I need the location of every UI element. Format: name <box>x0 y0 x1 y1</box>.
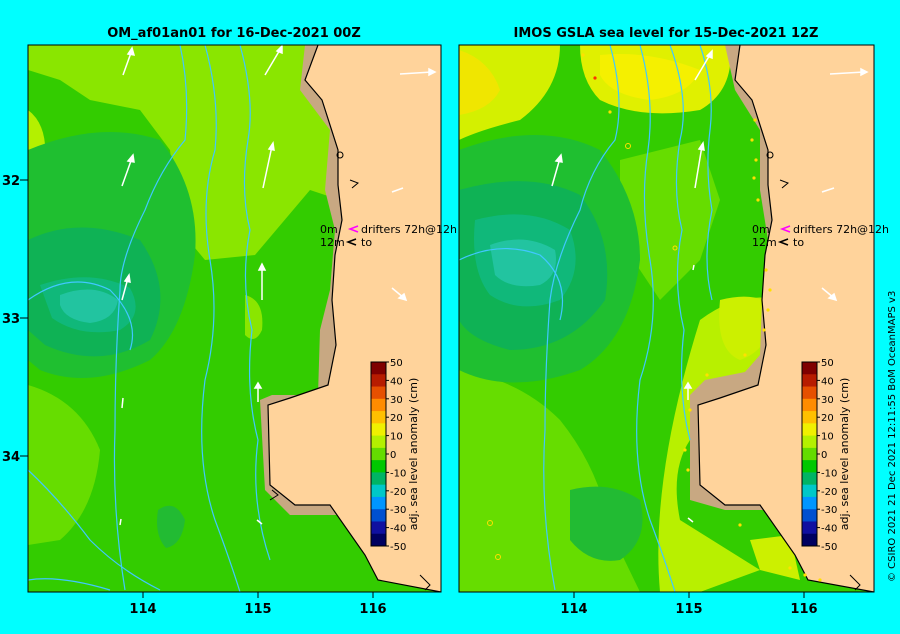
left-drifter-legend: 0m drifters 72h@12h 12m to <box>320 223 457 249</box>
colorbar-tick-label: -30 <box>390 505 406 516</box>
colorbar-tick-label: -50 <box>390 542 406 553</box>
colorbar-tick-label: -10 <box>390 468 406 479</box>
legend-arrow-icon <box>347 225 359 233</box>
colorbar-tick-label: 50 <box>821 358 834 369</box>
lon-tick-label: 115 <box>675 602 702 617</box>
colorbar-tick-label: 0 <box>821 450 827 461</box>
colorbar-tick-label: -20 <box>821 487 837 498</box>
legend-to-label: to <box>793 236 804 249</box>
right-lon-axis: 114 115 116 <box>560 592 818 617</box>
colorbar-swatch <box>371 374 386 388</box>
colorbar-swatch <box>371 362 386 375</box>
colorbar-swatch <box>371 411 386 424</box>
left-lon-axis: 114 115 116 <box>129 592 387 617</box>
lon-tick-label: 115 <box>244 602 271 617</box>
colorbar-swatch <box>371 460 386 473</box>
colorbar-tick-label: -50 <box>821 542 837 553</box>
panel-left: OM_af01an01 for 16-Dec-2021 00Z 32 33 34… <box>2 26 457 617</box>
colorbar-swatch <box>802 472 817 486</box>
colorbar-tick-label: 40 <box>390 376 403 387</box>
colorbar-swatch <box>802 411 817 424</box>
colorbar-swatch <box>371 423 386 437</box>
colorbar-label: adj. sea level anomaly (cm) <box>407 378 420 530</box>
colorbar-swatch <box>802 521 817 535</box>
panel-right: IMOS GSLA sea level for 15-Dec-2021 12Z … <box>391 26 889 617</box>
colorbar-swatch <box>371 386 386 400</box>
colorbar-swatch <box>802 447 817 461</box>
lat-tick-label: 32 <box>2 174 20 189</box>
colorbar-swatch <box>371 521 386 535</box>
colorbar-tick-label: 30 <box>390 395 403 406</box>
colorbar-swatch <box>802 460 817 473</box>
colorbar-tick-label: -10 <box>821 468 837 479</box>
colorbar-tick-label: 10 <box>821 432 834 443</box>
colorbar-swatch <box>371 533 386 547</box>
right-frame <box>458 44 875 593</box>
colorbar-swatch <box>802 484 817 498</box>
legend-depth-label: 0m <box>320 223 338 236</box>
colorbar-tick-label: -40 <box>821 524 837 535</box>
colorbar-tick-label: 0 <box>390 450 396 461</box>
colorbar-swatch <box>802 362 817 375</box>
colorbar-swatch <box>802 386 817 400</box>
colorbar-swatch <box>371 472 386 486</box>
lon-tick-label: 116 <box>359 602 386 617</box>
colorbar-swatch <box>371 509 386 522</box>
colorbar-swatch <box>802 533 817 547</box>
right-drifter-legend: 0m drifters 72h@12h 12m to <box>752 223 889 249</box>
colorbar-tick-label: 10 <box>390 432 403 443</box>
colorbar-swatch <box>371 435 386 449</box>
left-lat-axis: 32 33 34 <box>2 174 28 465</box>
lat-tick-label: 34 <box>2 450 20 465</box>
colorbar-swatch <box>802 435 817 449</box>
right-drifter-dots <box>581 53 822 582</box>
colorbar-swatch <box>802 374 817 388</box>
legend-depth-label: 0m <box>752 223 770 236</box>
colorbar-swatch <box>371 496 386 510</box>
colorbar-tick-label: -20 <box>390 487 406 498</box>
lon-tick-label: 114 <box>129 602 156 617</box>
colorbar-tick-label: 20 <box>821 413 834 424</box>
colorbar-swatch <box>371 398 386 412</box>
right-current-arrows <box>391 49 869 523</box>
colorbar-tick-label: 30 <box>821 395 834 406</box>
colorbar-swatch <box>371 484 386 498</box>
right-panel-title: IMOS GSLA sea level for 15-Dec-2021 12Z <box>514 26 819 41</box>
left-colorbar: 50 40 30 20 10 0 -10 -20 -30 -40 -50 adj. sea level… <box>370 358 420 553</box>
legend-arrow-icon <box>779 225 791 233</box>
legend-drifters-label: drifters 72h@12h <box>793 223 889 236</box>
lon-tick-label: 114 <box>560 602 587 617</box>
legend-arrow-icon <box>345 238 357 246</box>
colorbar-tick-label: -40 <box>390 524 406 535</box>
colorbar-tick-label: 40 <box>821 376 834 387</box>
colorbar-swatch <box>802 509 817 522</box>
credit-text: © CSIRO 2021 21 Dec 2021 12:11:55 BoM Oc… <box>887 291 898 582</box>
left-panel-title: OM_af01an01 for 16-Dec-2021 00Z <box>107 26 361 41</box>
lat-tick-label: 33 <box>2 312 20 327</box>
colorbar-swatch <box>371 447 386 461</box>
legend-arrow-icon <box>777 238 789 246</box>
colorbar-label: adj. sea level anomaly (cm) <box>838 378 851 530</box>
legend-drifters-label: drifters 72h@12h <box>361 223 457 236</box>
colorbar-tick-label: -30 <box>821 505 837 516</box>
left-field <box>28 45 441 592</box>
colorbar-swatch <box>802 423 817 437</box>
lon-tick-label: 116 <box>790 602 817 617</box>
left-current-arrows <box>119 44 437 526</box>
colorbar-tick-label: 20 <box>390 413 403 424</box>
right-field <box>459 45 874 592</box>
colorbar-tick-label: 50 <box>390 358 403 369</box>
colorbar-swatch <box>802 398 817 412</box>
legend-to-label: to <box>361 236 372 249</box>
legend-depth-label: 12m <box>320 236 345 249</box>
colorbar-swatch <box>802 496 817 510</box>
legend-depth-label: 12m <box>752 236 777 249</box>
right-colorbar: 50 40 30 20 10 0 -10 -20 -30 -40 -50 adj. sea level… <box>801 358 851 553</box>
